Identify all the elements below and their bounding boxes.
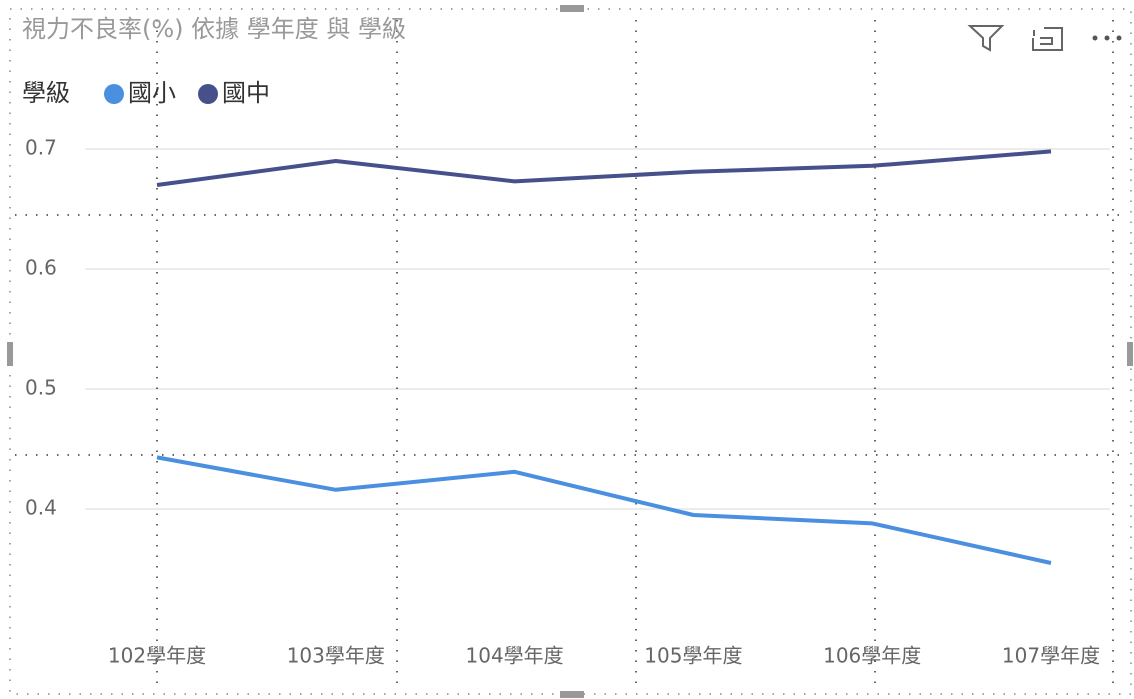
resize-handle[interactable] [7,342,13,366]
y-tick-label: 0.6 [25,256,57,280]
focus-mode-icon[interactable] [1032,27,1063,51]
legend-label: 國中 [222,79,270,107]
legend-marker [198,84,218,104]
x-tick-label: 106學年度 [823,644,921,668]
series-line [156,149,1052,187]
legend-title: 學級 [22,79,70,107]
legend-marker [104,84,124,104]
x-tick-label: 104學年度 [466,644,564,668]
legend-label: 國小 [128,79,176,107]
resize-handle[interactable] [1127,342,1133,366]
more-options-icon[interactable] [1092,35,1122,41]
focus-border [9,8,1132,695]
x-tick-label: 103學年度 [287,644,385,668]
focus-grid [15,20,1128,690]
x-tick-label: 107學年度 [1002,644,1100,668]
y-tick-label: 0.4 [25,496,57,520]
chart-title: 視力不良率(%) 依據 學年度 與 學級 [22,15,406,43]
series-line [156,455,1052,565]
y-tick-label: 0.5 [25,376,57,400]
filter-icon[interactable] [967,25,1005,52]
y-tick-label: 0.7 [25,136,57,160]
resize-handle[interactable] [560,5,584,12]
resize-handle[interactable] [560,691,584,698]
x-tick-label: 105學年度 [644,644,742,668]
x-tick-label: 102學年度 [108,644,206,668]
